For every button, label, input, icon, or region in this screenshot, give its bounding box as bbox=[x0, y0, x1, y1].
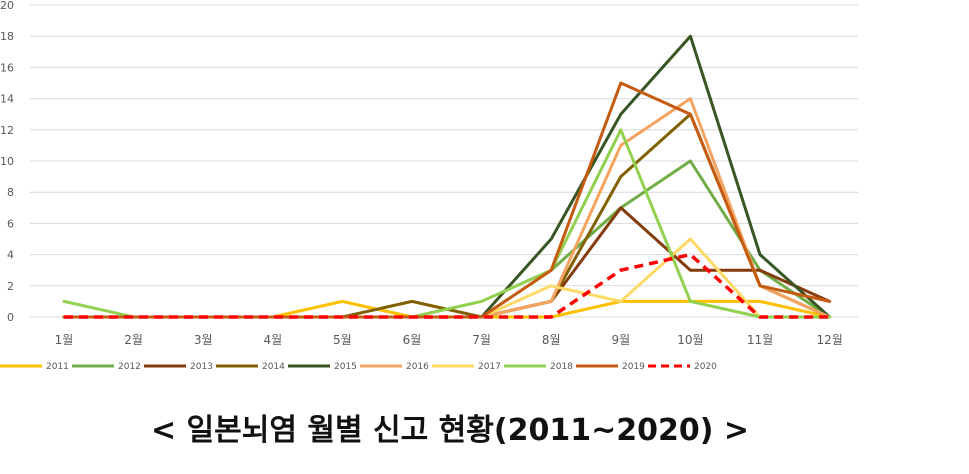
x-tick-label: 9월 bbox=[611, 333, 630, 347]
x-axis: 1월 2월 3월 4월 5월 6월 7월 8월 9월 10월 11월 12월 bbox=[55, 333, 843, 347]
y-tick-label: 10 bbox=[0, 155, 14, 168]
y-tick-label: 6 bbox=[7, 217, 14, 230]
y-tick-label: 4 bbox=[7, 249, 14, 262]
legend-label-2017: 2017 bbox=[478, 362, 501, 372]
y-tick-label: 16 bbox=[0, 61, 14, 74]
series-line-2014 bbox=[62, 112, 832, 319]
x-tick-label: 8월 bbox=[542, 333, 561, 347]
x-tick-label: 4월 bbox=[263, 333, 282, 347]
x-tick-label: 6월 bbox=[403, 333, 422, 347]
x-tick-label: 3월 bbox=[194, 333, 213, 347]
x-tick-label: 1월 bbox=[55, 333, 74, 347]
y-tick-label: 20 bbox=[0, 0, 14, 12]
legend-label-2018: 2018 bbox=[550, 362, 573, 372]
legend-label-2015: 2015 bbox=[334, 362, 357, 372]
legend-label-2016: 2016 bbox=[406, 362, 429, 372]
legend-label-2020: 2020 bbox=[694, 362, 717, 372]
legend: 2011 2012 2013 2014 2015 2016 2017 2018 2019 2020 bbox=[0, 362, 717, 372]
y-tick-label: 18 bbox=[0, 30, 14, 43]
y-axis: 0 2 4 6 8 10 12 14 16 18 20 bbox=[0, 0, 14, 324]
series-line-2016 bbox=[62, 97, 832, 319]
chart-caption: < 일본뇌염 월별 신고 현황(2011~2020) > bbox=[150, 413, 750, 448]
y-tick-label: 14 bbox=[0, 93, 14, 106]
x-tick-label: 7월 bbox=[472, 333, 491, 347]
x-tick-label: 2월 bbox=[124, 333, 143, 347]
grid-lines bbox=[30, 4, 858, 318]
legend-label-2011: 2011 bbox=[46, 362, 69, 372]
legend-label-2012: 2012 bbox=[118, 362, 141, 372]
series-lines bbox=[62, 34, 832, 319]
series-line-2020 bbox=[64, 252, 830, 319]
x-tick-label: 10월 bbox=[677, 333, 703, 347]
x-tick-label: 12월 bbox=[816, 333, 842, 347]
x-tick-label: 5월 bbox=[333, 333, 352, 347]
y-tick-label: 0 bbox=[7, 311, 14, 324]
y-tick-label: 2 bbox=[7, 280, 14, 293]
y-tick-label: 12 bbox=[0, 124, 14, 137]
legend-label-2013: 2013 bbox=[190, 362, 213, 372]
legend-label-2019: 2019 bbox=[622, 362, 645, 372]
legend-label-2014: 2014 bbox=[262, 362, 285, 372]
y-tick-label: 8 bbox=[7, 186, 14, 199]
x-tick-label: 11월 bbox=[747, 333, 773, 347]
series-line-2012 bbox=[62, 159, 832, 319]
